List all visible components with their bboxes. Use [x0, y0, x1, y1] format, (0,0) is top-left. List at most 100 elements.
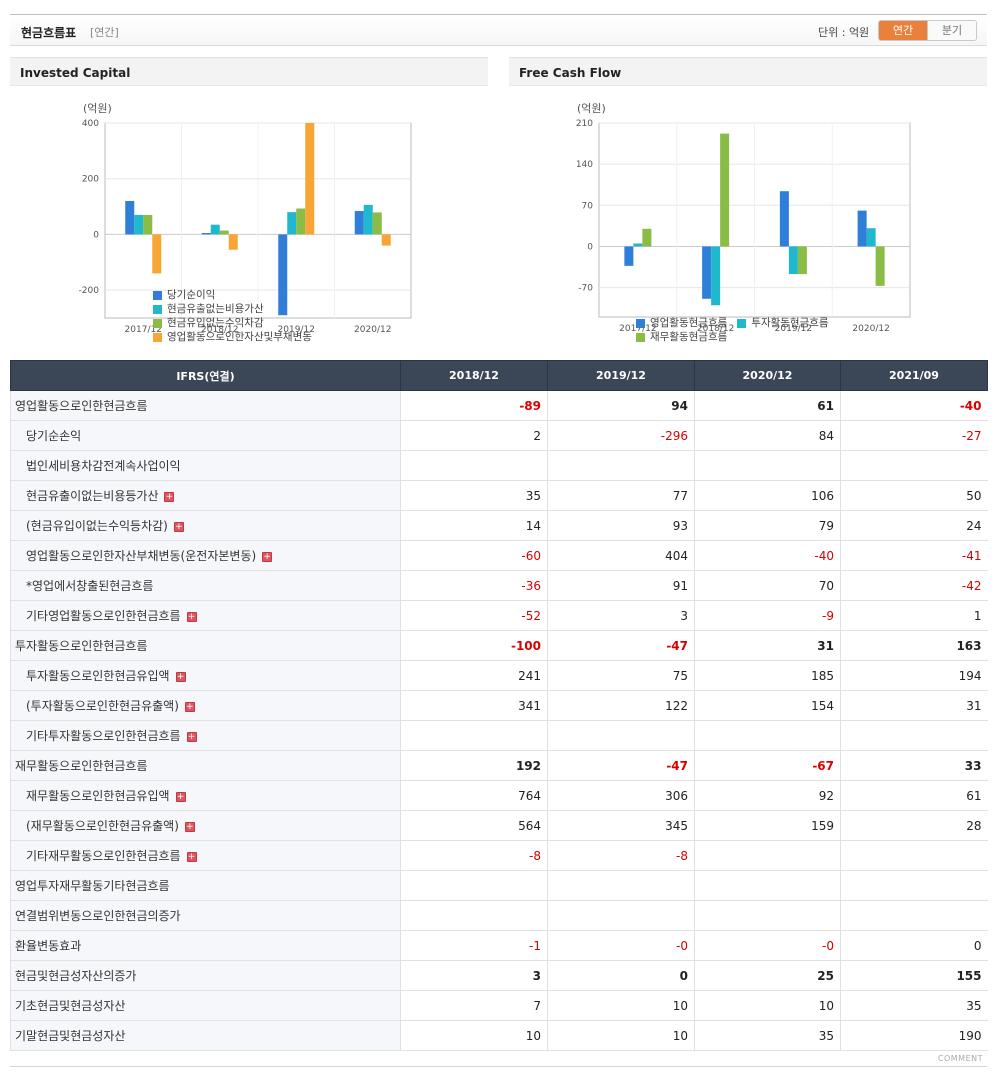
row-label-text: 법인세비용차감전계속사업이익 [26, 459, 181, 473]
expand-plus-icon[interactable]: + [173, 522, 184, 532]
legend-label: 당기순이익 [167, 289, 216, 301]
table-cell: 192 [400, 750, 548, 781]
table-cell [694, 900, 841, 931]
table-cell: -47 [547, 750, 695, 781]
legend-item[interactable]: 투자활동현금흐름 [737, 316, 829, 330]
page-title: 현금흐름표 [21, 26, 77, 40]
table-cell: -9 [694, 600, 841, 631]
table-row: (현금유입이없는수익등차감) +14 93 79 24 [10, 510, 988, 541]
expand-plus-icon[interactable]: + [184, 702, 195, 712]
annual-tab[interactable]: 연간 [879, 21, 927, 40]
table-row: 투자활동으로인한현금흐름 -100 -47 31 163 [10, 630, 988, 661]
cashflow-header: 현금흐름표 [연간] 단위 : 억원 연간 분기 [10, 14, 987, 46]
table-cell: -40 [840, 390, 988, 421]
table-cell [840, 870, 988, 901]
table-cell: 0 [547, 960, 695, 991]
bar [296, 208, 306, 235]
row-label-text: 재무활동으로인한현금흐름 [15, 759, 148, 773]
legend-item[interactable]: 현금유입없는수익차감 [153, 316, 312, 330]
row-label-text: 당기순손익 [26, 429, 82, 443]
row-label-text: 투자활동으로인한현금흐름 [15, 639, 148, 653]
legend-item[interactable]: 현금유출없는비용가산 [153, 302, 312, 316]
legend-item[interactable]: 영업활동현금흐름 [636, 316, 727, 330]
expand-plus-icon[interactable]: + [186, 612, 197, 622]
row-label: 현금유출이없는비용등가산 + [10, 480, 401, 511]
table-cell: 564 [400, 810, 548, 841]
table-cell: 106 [694, 480, 841, 511]
table-cell: 33 [840, 750, 988, 781]
table-cell: -60 [400, 540, 548, 571]
table-cell: -0 [694, 930, 841, 961]
bar [201, 233, 211, 235]
expand-plus-icon[interactable]: + [164, 492, 175, 502]
table-cell [694, 870, 841, 901]
comment-link[interactable]: COMMENT [937, 1054, 983, 1063]
row-label: 기타투자활동으로인한현금흐름 + [10, 720, 401, 751]
table-cell: -0 [547, 930, 695, 961]
row-label: 현금및현금성자산의증가 [10, 960, 401, 991]
row-label: 투자활동으로인한현금흐름 [10, 630, 401, 661]
table-row: 투자활동으로인한현금유입액 +241 75 185 194 [10, 660, 988, 691]
table-cell: 35 [694, 1020, 841, 1051]
expand-plus-icon[interactable]: + [175, 792, 186, 802]
legend-item[interactable]: 영업활동으로인한자산및부채변동 [153, 330, 312, 344]
table-row: 영업활동으로인한현금흐름 -89 94 61 -40 [10, 390, 988, 421]
bar [702, 246, 712, 299]
table-cell [840, 450, 988, 481]
table-cell: 61 [694, 390, 841, 421]
legend-item[interactable]: 재무활동현금흐름 [636, 330, 727, 344]
x-tick-label: 2019/12 [775, 324, 812, 334]
bar [219, 230, 229, 235]
unit-label: 단위 : 억원 [818, 26, 870, 39]
row-label: 기타재무활동으로인한현금흐름 + [10, 840, 401, 871]
bar [720, 133, 730, 247]
table-cell [400, 900, 548, 931]
row-label: 기말현금및현금성자산 [10, 1020, 401, 1051]
bar [210, 224, 220, 235]
free-cash-flow-chart: (억원) 210 140 70 0 -70 2017/12 2018/12 2019/12 202… [576, 102, 911, 334]
table-cell: 10 [400, 1020, 548, 1051]
table-cell [840, 840, 988, 871]
legend-item[interactable]: 당기순이익 [153, 288, 312, 302]
y-tick-label: 210 [576, 119, 593, 129]
y-tick-label: -70 [578, 284, 593, 294]
quarter-tab[interactable]: 분기 [927, 21, 976, 40]
table-cell [694, 720, 841, 751]
row-label-text: 투자활동으로인한현금유입액 [26, 669, 170, 683]
expand-plus-icon[interactable]: + [175, 672, 186, 682]
row-label: *영업에서창출된현금흐름 [10, 570, 401, 601]
table-cell: -36 [400, 570, 548, 601]
table-cell: -40 [694, 540, 841, 571]
legend-swatch [153, 304, 162, 314]
expand-plus-icon[interactable]: + [184, 822, 195, 832]
table-cell: -41 [840, 540, 988, 571]
table-cell [547, 870, 695, 901]
table-row: 기타투자활동으로인한현금흐름 + [10, 720, 988, 751]
table-cell: 404 [547, 540, 695, 571]
bar [287, 212, 297, 235]
row-label-text: 영업투자재무활동기타현금흐름 [15, 879, 170, 893]
table-row: 재무활동으로인한현금흐름 192 -47 -67 33 [10, 750, 988, 781]
column-header: 2021/09 [840, 360, 988, 391]
table-cell [400, 720, 548, 751]
expand-plus-icon[interactable]: + [186, 852, 197, 862]
row-label: 기타영업활동으로인한현금흐름 + [10, 600, 401, 631]
legend-swatch [636, 332, 645, 342]
table-cell: 14 [400, 510, 548, 541]
table-cell: 31 [694, 630, 841, 661]
legend-label: 투자활동현금흐름 [751, 317, 829, 329]
x-tick-label: 2017/12 [619, 324, 656, 334]
row-label-text: 기타영업활동으로인한현금흐름 [26, 609, 181, 623]
free-cash-flow-title: Free Cash Flow [509, 57, 987, 86]
expand-plus-icon[interactable]: + [262, 552, 273, 562]
legend-swatch [636, 318, 645, 328]
x-tick-label: 2019/12 [278, 325, 315, 335]
invested-capital-panel: Invested Capital (억원) 400 200 0 -200 2017/12 2… [10, 57, 488, 357]
bar [228, 234, 238, 250]
table-cell: -8 [400, 840, 548, 871]
row-label: 법인세비용차감전계속사업이익 [10, 450, 401, 481]
bar [134, 214, 144, 235]
table-cell: 61 [840, 780, 988, 811]
expand-plus-icon[interactable]: + [186, 732, 197, 742]
